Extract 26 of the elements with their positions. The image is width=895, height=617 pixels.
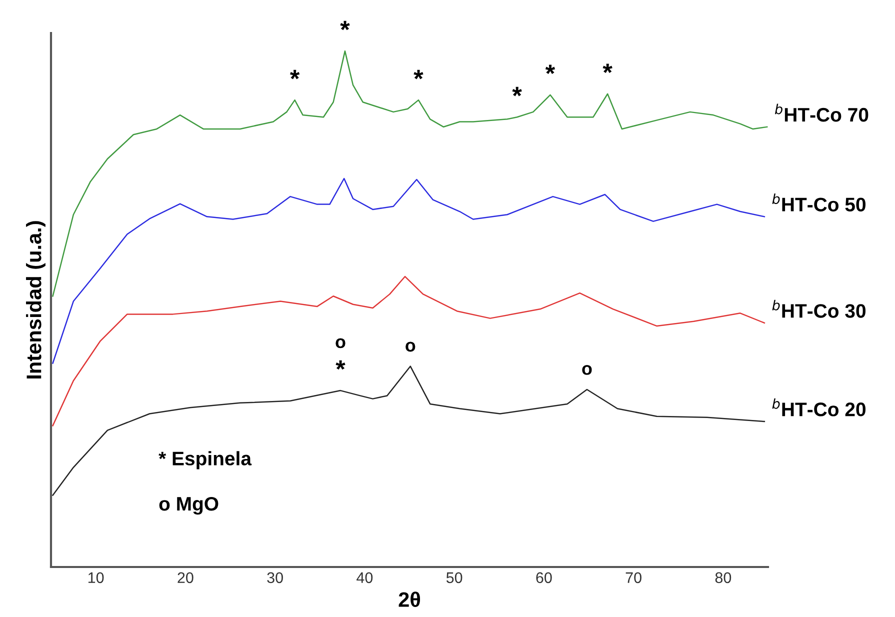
series-label: $^{b}$HT-Co 70 <box>774 104 868 122</box>
x-tick-label: 10 <box>88 572 104 584</box>
annotation: * Espinela <box>158 451 252 470</box>
series-label: $^{b}$HT-Co 30 <box>772 300 866 318</box>
x-axis-title: 2θ <box>398 592 420 607</box>
x-tick-label: 60 <box>536 572 552 584</box>
annotation: o <box>406 342 416 352</box>
series-label: $^{b}$HT-Co 50 <box>772 193 866 212</box>
annotation: * <box>545 64 556 74</box>
x-tick-label: 20 <box>178 572 194 584</box>
x-tick-label: 40 <box>356 572 373 584</box>
annotation: * <box>340 20 350 30</box>
annotation: * <box>290 70 300 80</box>
annotation: o <box>336 338 346 348</box>
y-axis-title: Intensidad (u.a.) <box>26 221 46 378</box>
annotation: o <box>582 365 592 375</box>
series-label: $^{b}$HT-Co 20 <box>772 398 866 416</box>
x-tick-label: 30 <box>267 572 283 584</box>
x-tick-label: 50 <box>446 572 462 584</box>
x-tick-label: 80 <box>715 572 732 584</box>
annotation: * <box>602 64 612 74</box>
annotation: o MgO <box>159 496 218 515</box>
annotation: * <box>414 70 424 80</box>
x-tick-label: 70 <box>626 572 642 584</box>
annotation: * <box>512 86 522 96</box>
annotation: * <box>336 360 346 370</box>
